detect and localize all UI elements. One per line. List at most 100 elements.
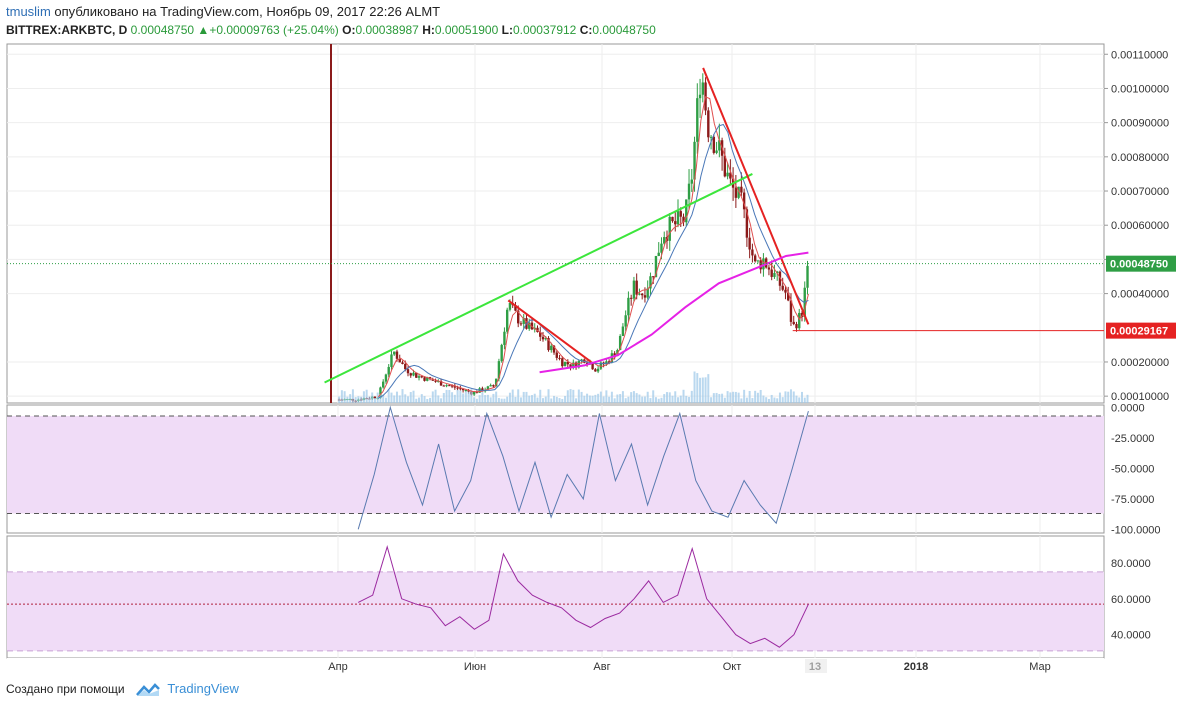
candle-body: [709, 136, 713, 138]
candle-body: [406, 369, 410, 374]
x-axis-label: 2018: [904, 661, 928, 673]
volume-bar: [619, 394, 622, 403]
candle-body: [439, 381, 443, 386]
volume-bar: [393, 395, 396, 403]
volume-bar: [754, 390, 757, 403]
candle-body: [679, 211, 682, 217]
volume-bar: [602, 396, 605, 403]
candle-body: [723, 155, 727, 177]
candle-body: [773, 273, 776, 277]
volume-bar: [558, 398, 561, 403]
volume-bar: [599, 391, 602, 403]
price-tick-label: 0.00040000: [1111, 289, 1169, 301]
candle-body: [693, 141, 696, 180]
candle-body: [505, 309, 509, 332]
stoch-tick-label: -75.0000: [1111, 494, 1154, 506]
candle-body: [778, 271, 782, 286]
volume-bar: [597, 393, 600, 403]
volume-bar: [677, 397, 680, 403]
candle-body: [497, 361, 501, 379]
volume-bar: [420, 394, 423, 403]
candle-body: [467, 390, 470, 392]
candle-body: [781, 285, 784, 290]
volume-bar: [806, 394, 809, 403]
volume-bar: [351, 389, 354, 403]
volume-bar: [497, 397, 500, 403]
volume-bar: [682, 389, 685, 403]
volume-bar: [627, 396, 630, 403]
author-link[interactable]: tmuslim: [6, 4, 51, 19]
volume-bar: [343, 391, 346, 403]
stoch-band: [7, 415, 1104, 514]
candle-body: [437, 381, 440, 383]
volume-bar: [514, 396, 517, 403]
candle-body: [740, 186, 743, 193]
volume-bar: [690, 390, 693, 403]
candle-body: [398, 358, 401, 363]
close-value: 0.00048750: [592, 23, 656, 37]
volume-bar: [798, 397, 801, 403]
candle-body: [541, 336, 545, 340]
volume-bar: [737, 392, 740, 403]
candle-body: [745, 209, 749, 238]
candle-body: [569, 364, 572, 368]
volume-bar: [437, 395, 440, 403]
candle-body: [613, 353, 616, 357]
volume-bar: [533, 393, 536, 403]
volume-bar: [448, 390, 451, 403]
volume-bar: [572, 389, 575, 403]
volume-bar: [426, 398, 429, 403]
candle-body: [715, 150, 718, 153]
chart-canvas[interactable]: 0.00110000 0.00100000 0.00090000 0.00080000…: [0, 40, 1184, 676]
volume-bar: [478, 395, 481, 403]
candle-body: [572, 362, 575, 368]
volume-bar: [484, 395, 487, 403]
candle-body: [404, 363, 407, 370]
volume-bar: [605, 390, 608, 403]
rsi-band: [7, 571, 1104, 651]
price-change: +0.00009763 (+25.04%): [209, 23, 339, 37]
volume-bar: [418, 397, 421, 403]
volume-bar: [404, 394, 407, 403]
candle-body: [373, 396, 377, 399]
volume-bar: [800, 391, 803, 403]
candle-body: [767, 267, 771, 270]
candle-body: [676, 211, 680, 225]
volume-bar: [492, 393, 495, 403]
candle-body: [456, 387, 459, 389]
candle-body: [621, 326, 625, 336]
candle-body: [668, 216, 671, 241]
candle-body: [596, 368, 600, 372]
volume-bar: [340, 390, 343, 403]
volume-bar: [699, 377, 702, 403]
volume-bar: [726, 391, 729, 403]
volume-bar: [591, 395, 594, 403]
volume-bar: [751, 398, 754, 403]
volume-bar: [679, 395, 682, 403]
candle-body: [635, 280, 638, 295]
volume-bar: [745, 397, 748, 403]
volume-bar: [387, 389, 390, 403]
footer: Создано при помощи TradingView: [6, 680, 239, 698]
volume-bar: [723, 397, 726, 403]
volume-bar: [668, 392, 671, 403]
candle-body: [712, 136, 716, 153]
volume-bar: [464, 391, 467, 403]
candle-body: [718, 140, 721, 151]
volume-bar: [610, 391, 613, 403]
chart-header: tmuslim опубликовано на TradingView.com,…: [6, 3, 1176, 39]
candle-body: [561, 358, 564, 367]
volume-bar: [445, 389, 448, 403]
candle-body: [577, 360, 581, 368]
candle-body: [423, 377, 426, 381]
rsi-tick-label: 40.0000: [1111, 630, 1151, 642]
volume-bar: [470, 389, 473, 403]
candle-body: [789, 300, 793, 322]
volume-bar: [382, 394, 385, 403]
price-tick-label: 0.00010000: [1111, 391, 1169, 403]
tradingview-link[interactable]: TradingView: [167, 681, 239, 696]
stochastic-line: [357, 405, 809, 530]
candle-body: [696, 98, 699, 142]
volume-bar: [511, 389, 514, 403]
volume-bar: [453, 394, 456, 403]
